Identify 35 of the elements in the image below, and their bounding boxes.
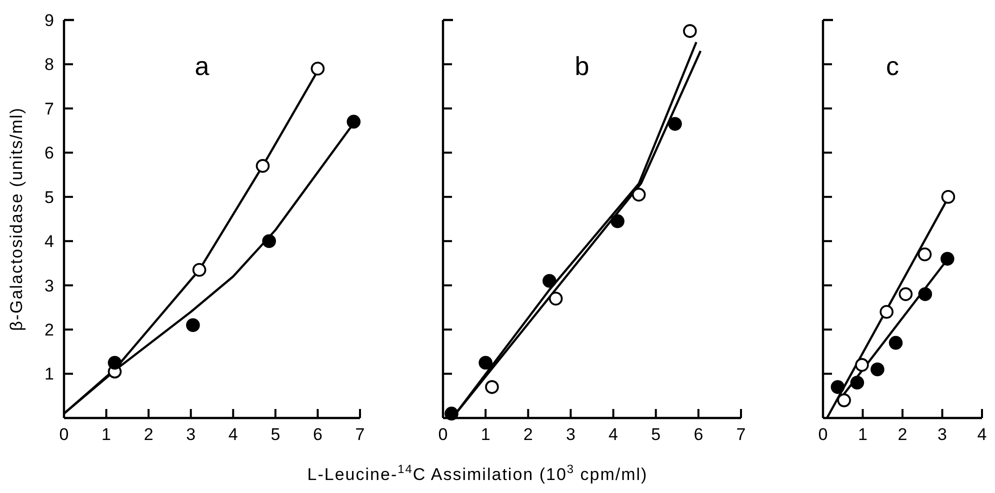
x-tick-label: 7	[355, 425, 365, 444]
x-tick-label: 3	[566, 425, 576, 444]
x-tick-label: 3	[186, 425, 196, 444]
y-tick-label: 2	[44, 320, 54, 340]
text: a	[194, 51, 210, 81]
y-tick-label: 1	[44, 364, 54, 384]
x-tick-label: 4	[228, 425, 238, 444]
y-tick-label: 6	[44, 144, 54, 163]
x-tick-label: 1	[858, 425, 868, 444]
x-tick-label: 6	[312, 425, 322, 444]
y-tick-label: 8	[44, 55, 54, 74]
y-tick-label: 7	[44, 99, 54, 118]
x-tick-label: 4	[977, 425, 987, 444]
x-tick-label: 3	[938, 425, 947, 444]
x-tick-label: 4	[608, 425, 618, 444]
x-tick-label: 7	[736, 425, 746, 444]
y-axis-title: β-Galactosidase (units/ml)	[7, 107, 26, 331]
x-tick-label: 2	[523, 425, 533, 444]
text: c	[886, 51, 899, 81]
x-tick-label: 1	[102, 425, 112, 444]
x-tick-label: 0	[59, 425, 69, 444]
x-tick-label: 0	[818, 425, 828, 444]
x-tick-label: 1	[480, 425, 490, 444]
y-tick-label: 9	[44, 10, 54, 30]
y-tick-label: 5	[44, 188, 54, 207]
x-tick-label: 5	[270, 425, 280, 444]
x-tick-label: 2	[898, 425, 908, 444]
x-tick-label: 0	[438, 425, 448, 444]
y-tick-label: 3	[44, 276, 54, 296]
x-tick-label: 2	[144, 425, 154, 444]
x-axis-title: L-Leucine-$^{14}$C Assimilation (10$^{3}$ cpm/ml)	[307, 462, 648, 484]
text: b	[574, 51, 590, 81]
y-tick-label: 4	[44, 232, 54, 252]
x-tick-label: 5	[651, 425, 661, 444]
x-tick-label: 6	[694, 425, 704, 444]
